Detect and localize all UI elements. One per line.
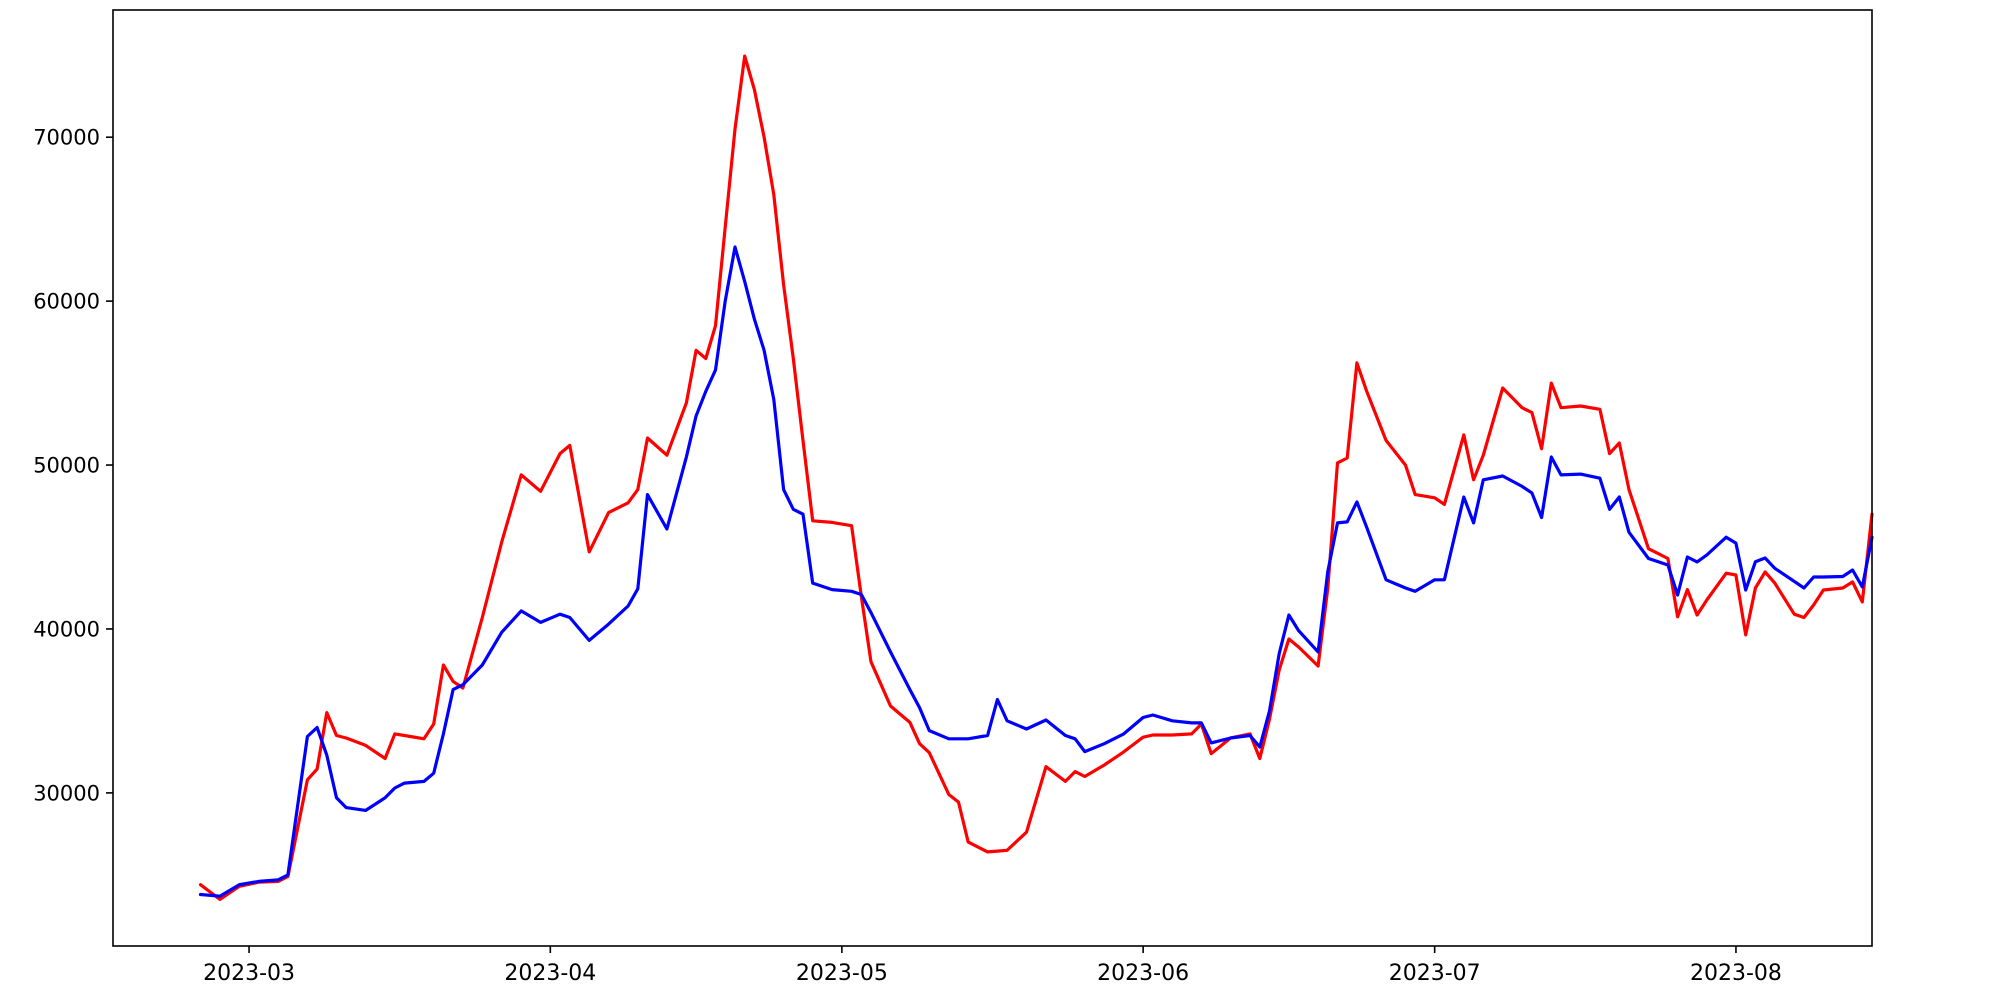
x-axis-ticks: 2023-03 2023-04 2023-05 2023-06 2023-07 2023-… [203, 946, 1782, 986]
y-tick-label: 40000 [33, 617, 100, 641]
y-axis-ticks: 30000 40000 50000 60000 70000 [33, 126, 113, 805]
y-tick-label: 30000 [33, 781, 100, 805]
y-tick-label: 70000 [33, 126, 100, 150]
plot-area [113, 10, 1872, 946]
y-tick-label: 60000 [33, 290, 100, 314]
plot-frame [112, 9, 1873, 947]
x-tick-label: 2023-03 [203, 961, 295, 986]
x-tick-label: 2023-05 [796, 961, 888, 986]
red-series-line [198, 54, 1874, 902]
x-tick-label: 2023-04 [504, 961, 596, 986]
x-tick-label: 2023-06 [1097, 961, 1189, 986]
blue-series-line [198, 245, 1874, 898]
series-group [198, 54, 1874, 902]
x-tick-label: 2023-08 [1690, 961, 1782, 986]
y-tick-label: 50000 [33, 454, 100, 478]
x-tick-label: 2023-07 [1389, 961, 1481, 986]
